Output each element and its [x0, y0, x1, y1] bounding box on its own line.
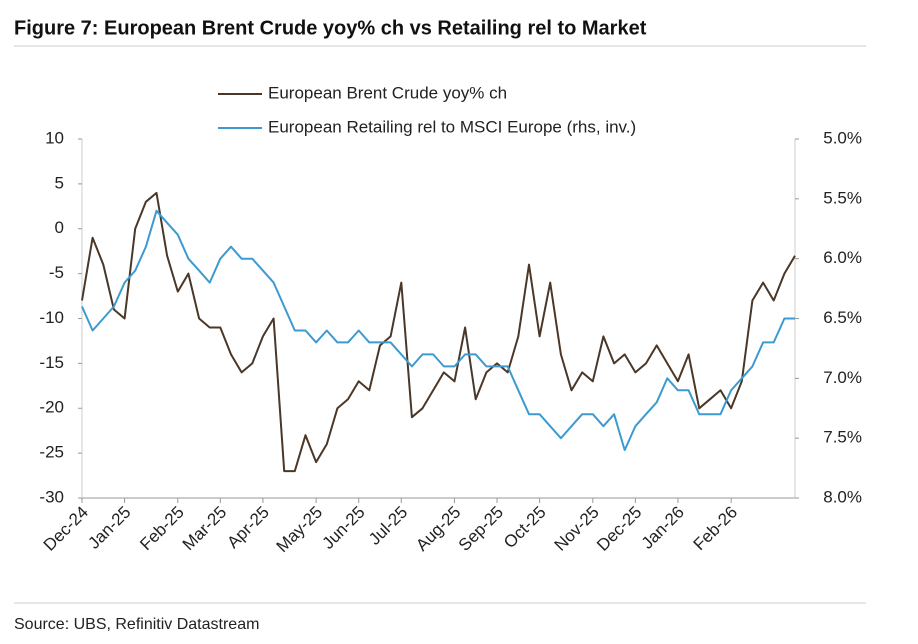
x-tick-label: Oct-25	[500, 503, 550, 553]
y2-tick-label: 5.0%	[823, 128, 862, 147]
chart-title: Figure 7: European Brent Crude yoy% ch v…	[14, 17, 647, 39]
y2-tick-label: 7.5%	[823, 428, 862, 447]
x-tick-label: Feb-26	[690, 503, 742, 555]
x-tick-label: Jan-25	[84, 503, 134, 553]
x-tick-label: Mar-25	[179, 503, 231, 555]
y2-tick-label: 6.0%	[823, 248, 862, 267]
y-tick-label: -10	[39, 308, 64, 327]
y-tick-label: 5	[55, 173, 64, 192]
legend-label: European Retailing rel to MSCI Europe (r…	[268, 117, 636, 136]
x-tick-label: Aug-25	[412, 503, 464, 555]
x-tick-label: Sep-25	[455, 503, 507, 555]
y-tick-label: -30	[39, 487, 64, 506]
y2-tick-label: 6.5%	[823, 308, 862, 327]
source: Source: UBS, Refinitiv Datastream	[14, 616, 259, 633]
x-tick-label: Dec-24	[40, 503, 92, 555]
x-tick-label: Apr-25	[223, 503, 273, 553]
y-tick-label: -25	[39, 443, 64, 462]
x-tick-label: Jan-26	[638, 503, 688, 553]
y-tick-label: -5	[49, 263, 64, 282]
y2-tick-label: 8.0%	[823, 487, 862, 506]
x-tick-label: Feb-25	[136, 503, 188, 555]
y-tick-label: -15	[39, 353, 64, 372]
y-tick-label: 0	[55, 218, 64, 237]
y2-tick-label: 5.5%	[823, 188, 862, 207]
x-tick-label: Jul-25	[365, 503, 411, 549]
y-tick-label: 10	[45, 128, 64, 147]
x-tick-label: May-25	[273, 503, 327, 557]
x-tick-label: Nov-25	[551, 503, 603, 555]
y-tick-label: -20	[39, 398, 64, 417]
x-tick-label: Jun-25	[318, 503, 368, 553]
legend-label: European Brent Crude yoy% ch	[268, 83, 507, 102]
line-series	[81, 209, 795, 452]
y2-tick-label: 7.0%	[823, 368, 862, 387]
line-series	[81, 191, 796, 473]
x-tick-label: Dec-25	[593, 503, 645, 555]
